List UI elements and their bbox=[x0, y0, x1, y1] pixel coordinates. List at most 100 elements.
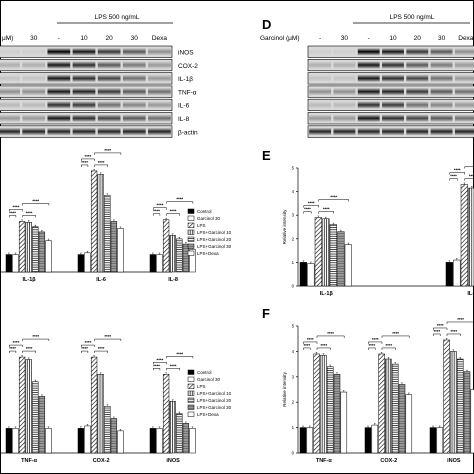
significance-mark: **** bbox=[304, 207, 311, 212]
legend-label: LPS+Garcinol 10 bbox=[197, 391, 232, 396]
significance-mark: **** bbox=[320, 343, 327, 348]
legend-label: Garcinol 30 bbox=[197, 216, 221, 221]
right-blot-lane-label: - bbox=[319, 35, 321, 42]
significance-mark: **** bbox=[385, 343, 392, 348]
significance-bracket bbox=[303, 341, 318, 344]
right-blot-band bbox=[430, 61, 453, 69]
bar bbox=[169, 235, 176, 273]
legend-swatch bbox=[187, 376, 195, 382]
significance-bracket bbox=[9, 350, 17, 354]
right-blot-band bbox=[454, 74, 474, 82]
right-blot-band bbox=[382, 114, 404, 122]
significance-bracket bbox=[433, 333, 441, 336]
blot-band-label: iNOS bbox=[178, 50, 194, 57]
significance-mark: **** bbox=[32, 198, 39, 203]
significance-bracket bbox=[9, 209, 23, 212]
left-blot-band bbox=[72, 74, 96, 82]
left-blot-band bbox=[47, 101, 71, 109]
bar bbox=[110, 418, 118, 454]
bar bbox=[84, 252, 91, 273]
bar bbox=[169, 401, 176, 454]
left-blot-band bbox=[47, 128, 71, 135]
significance-mark: **** bbox=[176, 197, 183, 202]
right-blot-band bbox=[454, 61, 474, 69]
significance-mark: **** bbox=[157, 203, 164, 208]
significance-mark: **** bbox=[308, 201, 315, 206]
right-blot-band bbox=[309, 101, 332, 109]
y-tick-label: 5 bbox=[292, 166, 295, 171]
legend-label: LPS+Dexa bbox=[197, 251, 219, 256]
right-blot-band bbox=[357, 48, 380, 56]
left-blot-band bbox=[47, 48, 71, 56]
left-blot-band bbox=[22, 128, 46, 135]
left-blot-band bbox=[97, 101, 121, 109]
significance-bracket bbox=[81, 350, 89, 354]
significance-bracket bbox=[81, 158, 95, 161]
significance-mark: **** bbox=[170, 363, 177, 368]
y-tick-label: 0 bbox=[292, 451, 295, 456]
legend-label: LPS+Garcinol 20 bbox=[197, 237, 232, 242]
left-blot-band bbox=[0, 48, 20, 56]
bar bbox=[385, 358, 392, 454]
bar bbox=[344, 244, 352, 287]
legend-swatch bbox=[187, 404, 195, 410]
left-blot-band bbox=[122, 74, 146, 82]
right-blot-band bbox=[406, 88, 429, 96]
left-blot-band bbox=[0, 101, 20, 109]
left-blot-band-labels: iNOS COX-2 IL-1β TNF-α IL-6 IL-8 β-actin bbox=[178, 50, 198, 137]
bar bbox=[5, 428, 13, 454]
left-blot-lane-label: - bbox=[58, 35, 60, 42]
right-blot-band bbox=[454, 128, 474, 135]
category-label: TNF-α bbox=[316, 458, 333, 464]
significance-mark: **** bbox=[13, 204, 20, 209]
left-blot-band bbox=[72, 48, 96, 56]
legend-swatch bbox=[187, 236, 195, 242]
right-blot-band bbox=[382, 74, 404, 82]
left-blot-band bbox=[72, 61, 96, 69]
y-tick-label: 3 bbox=[292, 374, 295, 379]
right-blot-band bbox=[357, 128, 380, 135]
significance-bracket bbox=[446, 321, 474, 324]
right-blot-band bbox=[309, 128, 332, 135]
left-blot-lane-label: - bbox=[7, 35, 9, 42]
left-blot-band bbox=[0, 61, 20, 69]
bar bbox=[90, 170, 98, 273]
blot-band-label: IL-6 bbox=[178, 103, 190, 110]
bar bbox=[436, 427, 444, 454]
legend-swatch bbox=[187, 390, 195, 396]
bar bbox=[176, 238, 183, 273]
bar bbox=[453, 259, 461, 287]
right-blot-lane-label: Dexa bbox=[458, 35, 474, 42]
right-blot-band bbox=[430, 74, 453, 82]
right-blot-band bbox=[454, 101, 474, 109]
left-blot-band bbox=[122, 128, 146, 135]
left-blot-band bbox=[97, 114, 121, 122]
bar bbox=[307, 263, 315, 287]
bar bbox=[443, 339, 450, 454]
y-tick-label: 5 bbox=[292, 324, 295, 329]
significance-bracket bbox=[94, 152, 122, 155]
left-blot-lane-labels: - 30 - 10 20 30 Dexa bbox=[7, 35, 167, 42]
legend-bottom: Control Garcinol 30 LPS LPS+Garcinol 10 LPS+… bbox=[187, 369, 232, 417]
bar bbox=[378, 353, 385, 454]
legend-label: LPS bbox=[197, 384, 206, 389]
bottom-left-bar-chart: TNF-α******** ********COX-2******** ******… bbox=[0, 334, 196, 464]
right-blot-lane-labels: - 30 - 10 20 30 Dexa bbox=[319, 35, 474, 42]
y-axis-label: Relative intensity bbox=[282, 209, 287, 244]
bar bbox=[104, 406, 111, 454]
right-blot-band bbox=[309, 74, 332, 82]
category-label: IL-6 bbox=[96, 277, 106, 283]
significance-bracket bbox=[166, 356, 194, 359]
bar bbox=[445, 262, 453, 287]
right-blot-band bbox=[430, 88, 453, 96]
right-blot-band bbox=[357, 74, 380, 82]
right-blot-band bbox=[454, 88, 474, 96]
right-blot-band bbox=[333, 48, 356, 56]
significance-bracket bbox=[446, 333, 461, 336]
significance-mark: **** bbox=[433, 329, 440, 334]
legend-label: LPS+Garcinol 10 bbox=[197, 230, 232, 235]
significance-bracket bbox=[166, 368, 180, 371]
left-blot-band bbox=[0, 128, 20, 135]
